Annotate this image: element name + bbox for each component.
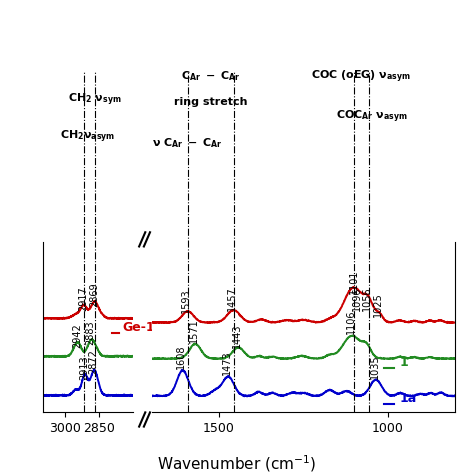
Text: 1035: 1035 xyxy=(369,355,380,379)
Text: $\mathregular{C_{Ar}\ -\ C_{Ar}}$: $\mathregular{C_{Ar}\ -\ C_{Ar}}$ xyxy=(181,70,240,83)
Text: $\mathregular{CH_2\ \nu_{sym}}$: $\mathregular{CH_2\ \nu_{sym}}$ xyxy=(68,91,121,108)
Text: 1473: 1473 xyxy=(222,351,232,375)
Text: $\mathregular{COC\ (oEG)\ \nu_{asym}}$: $\mathregular{COC\ (oEG)\ \nu_{asym}}$ xyxy=(311,69,410,85)
Text: 2883: 2883 xyxy=(86,320,96,345)
Text: $\mathregular{COC_{Ar}\ \nu_{asym}}$: $\mathregular{COC_{Ar}\ \nu_{asym}}$ xyxy=(336,108,407,125)
Text: 1608: 1608 xyxy=(176,344,186,369)
Text: ring stretch: ring stretch xyxy=(174,97,247,107)
Text: 1025: 1025 xyxy=(373,292,383,317)
Text: 1106: 1106 xyxy=(346,310,356,334)
Text: 2917: 2917 xyxy=(78,287,88,311)
Text: 2869: 2869 xyxy=(89,282,99,307)
Text: 1593: 1593 xyxy=(182,289,191,313)
Text: 1571: 1571 xyxy=(189,319,199,344)
Text: Ge-1: Ge-1 xyxy=(122,321,155,335)
Text: $\mathregular{\nu\ C_{Ar}\ -\ C_{Ar}}$: $\mathregular{\nu\ C_{Ar}\ -\ C_{Ar}}$ xyxy=(153,136,223,150)
Text: 1a: 1a xyxy=(400,392,417,405)
Text: 1101: 1101 xyxy=(349,270,359,294)
Text: 2942: 2942 xyxy=(73,323,82,348)
Text: 2913: 2913 xyxy=(79,355,89,380)
Text: 2872: 2872 xyxy=(88,349,98,374)
Text: 1: 1 xyxy=(400,356,408,369)
Text: Wavenumber (cm$^{-1}$): Wavenumber (cm$^{-1}$) xyxy=(157,453,317,474)
Text: 1443: 1443 xyxy=(232,323,242,348)
Text: 1457: 1457 xyxy=(227,287,237,311)
Text: 1056: 1056 xyxy=(363,287,373,311)
Text: $\mathregular{CH_2\nu_{asym}}$: $\mathregular{CH_2\nu_{asym}}$ xyxy=(60,129,115,145)
Text: 1096: 1096 xyxy=(352,287,362,311)
